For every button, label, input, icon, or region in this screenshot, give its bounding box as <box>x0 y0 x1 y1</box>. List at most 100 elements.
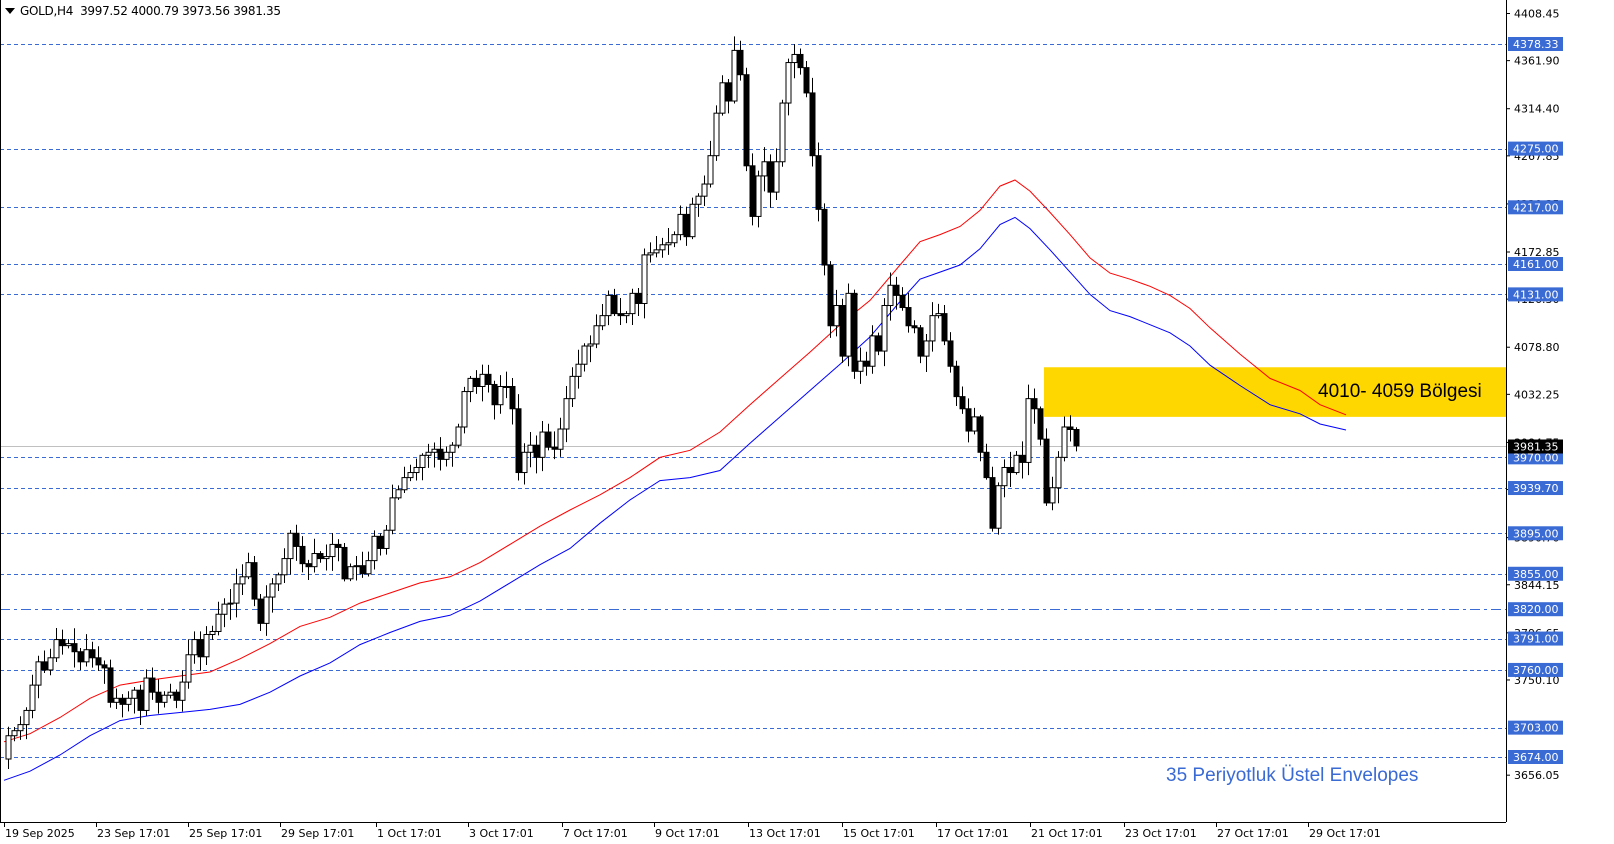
x-tick-label: 23 Sep 17:01 <box>97 827 170 840</box>
bull-candle <box>275 574 282 585</box>
bull-candle <box>65 643 72 647</box>
bear-candle <box>767 161 774 193</box>
bull-candle <box>869 335 876 367</box>
bull-candle <box>425 451 432 456</box>
indicator-label: 35 Periyotluk Üstel Envelopes <box>1166 765 1419 786</box>
level-badge-label: 4131.00 <box>1513 288 1559 301</box>
bear-candle <box>1019 454 1026 463</box>
bear-candle <box>635 292 642 304</box>
bull-candle <box>935 313 942 317</box>
bull-candle <box>179 681 186 701</box>
bear-candle <box>437 448 444 460</box>
bull-candle <box>329 543 336 558</box>
symbol-label: GOLD,H4 <box>20 4 74 18</box>
x-tick-label: 29 Oct 17:01 <box>1309 827 1381 840</box>
bull-candle <box>689 203 696 238</box>
bear-candle <box>983 451 990 479</box>
bear-candle <box>107 667 114 703</box>
bear-candle <box>809 92 816 157</box>
bull-candle <box>143 677 150 711</box>
bull-candle <box>29 684 36 711</box>
y-tick-label: 4172.85 <box>1514 246 1560 259</box>
bull-candle <box>695 195 702 205</box>
bear-candle <box>803 67 810 94</box>
bull-candle <box>365 560 372 575</box>
y-tick-label: 4314.40 <box>1514 103 1560 116</box>
bear-candle <box>749 165 756 217</box>
bull-candle <box>83 649 90 663</box>
level-badge <box>1508 526 1563 541</box>
ohlc-values: 3997.52 4000.79 3973.56 3981.35 <box>80 4 281 18</box>
bull-candle <box>539 431 546 458</box>
x-tick-label: 25 Sep 17:01 <box>189 827 262 840</box>
bull-candle <box>1061 426 1068 458</box>
bear-candle <box>941 313 948 342</box>
bear-candle <box>959 396 966 410</box>
bull-candle <box>245 562 252 578</box>
dropdown-triangle-icon[interactable] <box>5 7 15 14</box>
level-badge-label: 4161.00 <box>1513 258 1559 271</box>
bear-candle <box>101 664 108 669</box>
bear-candle <box>41 661 48 671</box>
current-price-label: 3981.35 <box>1513 441 1559 454</box>
bull-candle <box>923 340 930 357</box>
bull-candle <box>161 694 168 703</box>
bear-candle <box>293 532 300 547</box>
bear-candle <box>509 385 516 410</box>
x-tick-label: 23 Oct 17:01 <box>1125 827 1197 840</box>
bear-candle <box>917 327 924 357</box>
level-badge <box>1508 141 1563 156</box>
bull-candle <box>35 661 42 686</box>
y-tick-label: 3656.05 <box>1514 769 1560 782</box>
bear-candle <box>491 383 498 406</box>
bear-candle <box>59 639 66 647</box>
bull-candle <box>125 697 132 705</box>
bear-candle <box>977 416 984 453</box>
x-tick-label: 21 Oct 17:01 <box>1031 827 1103 840</box>
y-tick-label: 4032.25 <box>1514 388 1560 401</box>
bull-candle <box>881 305 888 352</box>
bull-candle <box>503 385 510 388</box>
bull-candle <box>227 602 234 605</box>
bear-candle <box>377 535 384 549</box>
x-tick-label: 27 Oct 17:01 <box>1217 827 1289 840</box>
bull-candle <box>557 428 564 450</box>
x-tick-label: 9 Oct 17:01 <box>655 827 720 840</box>
bear-candle <box>737 49 744 76</box>
bull-candle <box>221 603 228 615</box>
bear-candle <box>893 284 900 296</box>
level-badge-label: 3760.00 <box>1513 664 1559 677</box>
bear-candle <box>149 677 156 693</box>
bull-candle <box>719 82 726 114</box>
bear-candle <box>155 691 162 703</box>
bull-candle <box>287 532 294 560</box>
bear-candle <box>1037 408 1044 440</box>
bear-candle <box>473 377 480 387</box>
bull-candle <box>443 451 450 460</box>
level-badge <box>1508 450 1563 465</box>
zone-label: 4010- 4059 Bölgesi <box>1318 381 1482 402</box>
bull-candle <box>887 284 894 307</box>
bull-candle <box>569 375 576 400</box>
bull-candle <box>1001 466 1008 487</box>
level-badge-label: 3674.00 <box>1513 751 1559 764</box>
bull-candle <box>761 161 768 177</box>
x-tick-label: 29 Sep 17:01 <box>281 827 354 840</box>
level-badge-label: 3703.00 <box>1513 722 1559 735</box>
bull-candle <box>383 529 390 549</box>
bull-candle <box>455 426 462 446</box>
candles <box>5 36 1080 769</box>
bear-candle <box>137 689 144 711</box>
bull-candle <box>731 49 738 102</box>
bull-candle <box>1049 487 1056 504</box>
bull-candle <box>47 657 54 671</box>
bear-candle <box>359 565 366 575</box>
level-badge <box>1508 662 1563 677</box>
chart-title[interactable]: GOLD,H4 3997.52 4000.79 3973.56 3981.35 <box>5 4 281 18</box>
bull-candle <box>347 566 354 580</box>
bull-candle <box>431 448 438 453</box>
bear-candle <box>173 691 180 701</box>
bear-candle <box>683 213 690 238</box>
